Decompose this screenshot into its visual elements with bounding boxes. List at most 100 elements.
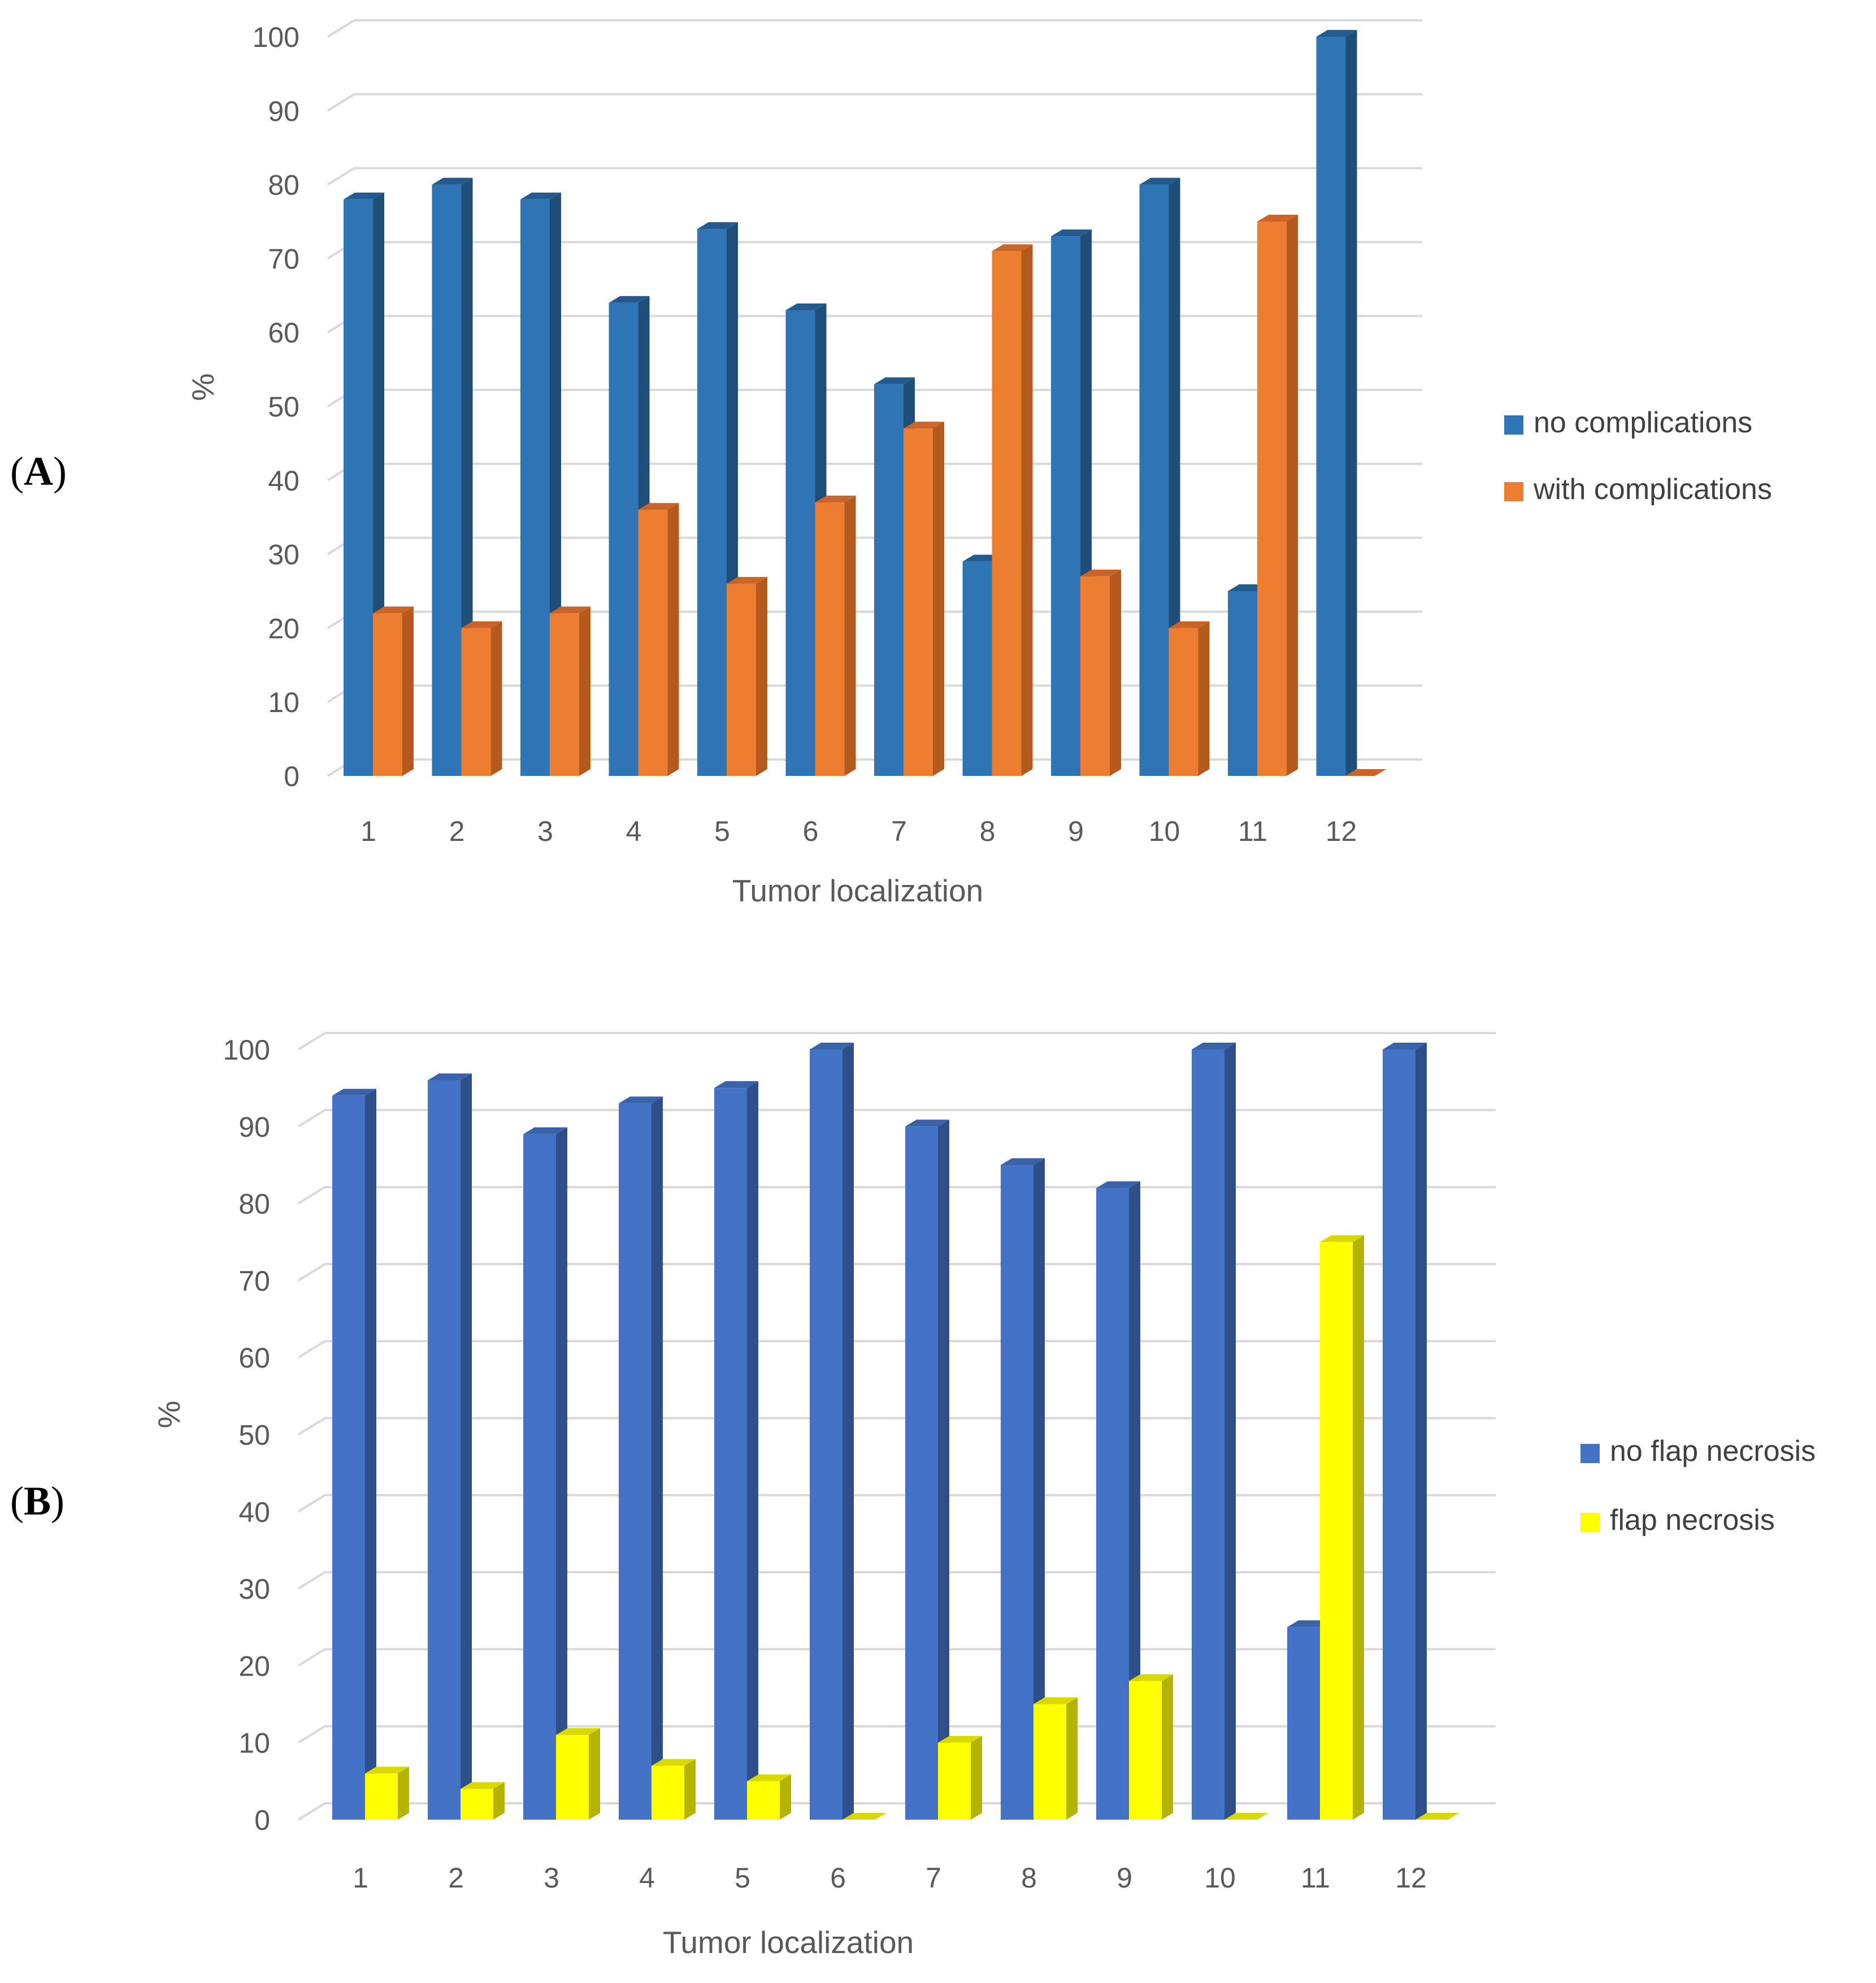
- chart-a-bar-top: [785, 303, 827, 310]
- chart-a-bar-series2-cat-11: [1257, 215, 1298, 776]
- chart-a-y-tick-label: 80: [268, 170, 299, 201]
- chart-b-bar-series2-cat-6: [843, 1813, 887, 1820]
- chart-b-bar-top: [556, 1728, 600, 1735]
- chart-a-bar-side: [1287, 215, 1298, 776]
- chart-b-bar-series1-cat-10: [1192, 1043, 1236, 1820]
- chart-a-bar-front: [962, 561, 992, 776]
- chart-b-bar-front: [1192, 1049, 1224, 1820]
- chart-a-x-tick-label: 4: [626, 815, 642, 847]
- chart-a-bar-side: [1345, 30, 1357, 776]
- chart-b-bar-side: [843, 1043, 854, 1820]
- chart-b-gridline: [297, 1109, 1496, 1128]
- chart-a-bar-front: [1257, 222, 1287, 776]
- chart-a-bar-side: [667, 503, 679, 776]
- chart-b-bar-top: [1224, 1813, 1269, 1820]
- chart-a-gridline: [327, 167, 1422, 186]
- chart-b-y-tick-label: 90: [238, 1111, 270, 1143]
- panel-label-a: (A): [10, 449, 67, 494]
- chart-b-bar-top: [619, 1096, 663, 1104]
- chart-a-y-axis-title: %: [185, 374, 220, 401]
- panel-label-b: (B): [10, 1478, 64, 1524]
- chart-a-bar-front: [550, 613, 579, 776]
- chart-a-x-axis-title: Tumor localization: [732, 873, 983, 908]
- chart-b-bar-front: [461, 1789, 493, 1820]
- chart-b-x-tick-label: 10: [1204, 1862, 1236, 1894]
- chart-b-x-tick-label: 12: [1395, 1862, 1427, 1894]
- chart-b-bar-series1-cat-8: [1001, 1158, 1045, 1820]
- chart-b-bar-top: [461, 1782, 505, 1789]
- chart-b-bar-top: [747, 1774, 791, 1781]
- chart-b-x-tick-label: 3: [544, 1862, 559, 1894]
- chart-b-x-tick-labels: 1 2 3 4 5 6 7 8 9 10 11 12: [353, 1862, 1427, 1894]
- chart-a-bar-top: [1169, 621, 1210, 628]
- chart-b-y-axis-title: %: [151, 1401, 186, 1429]
- chart-b-y-tick-label: 60: [238, 1342, 270, 1374]
- chart-a-bar-top: [609, 296, 650, 303]
- chart-a-bar-top: [1051, 229, 1092, 237]
- chart-a-bar-series2-cat-2: [461, 621, 502, 776]
- chart-a-bar-top: [638, 503, 679, 510]
- chart-b-bar-side: [1224, 1043, 1236, 1820]
- chart-a-legend-swatch: [1504, 415, 1523, 435]
- chart-a-bar-front: [815, 502, 845, 776]
- chart-b-bar-front: [1096, 1188, 1129, 1820]
- chart-b-bar-top: [938, 1735, 982, 1743]
- chart-b-bar-side: [556, 1127, 567, 1820]
- chart-b-x-tick-label: 8: [1021, 1862, 1037, 1894]
- chart-b-bar-side: [652, 1096, 663, 1820]
- chart-b-bar-top: [1320, 1235, 1364, 1242]
- chart-a-bar-front: [785, 310, 815, 776]
- chart-a-bar-front: [1316, 37, 1346, 776]
- chart-a-bar-series2-cat-7: [904, 422, 944, 776]
- chart-b-bar-side: [589, 1728, 600, 1820]
- chart-a-bar-front: [609, 302, 639, 776]
- chart-b-bar-series2-cat-11: [1320, 1235, 1364, 1820]
- chart-b-bar-side: [1033, 1158, 1045, 1820]
- chart-a-bar-top: [904, 422, 944, 429]
- chart-a-y-tick-label: 20: [268, 613, 299, 644]
- chart-a-bar-side: [1198, 621, 1210, 776]
- chart-a-bar-series2-cat-3: [550, 606, 590, 776]
- chart-a-y-tick-label: 100: [253, 21, 299, 53]
- chart-a-x-tick-label: 8: [980, 815, 996, 847]
- chart-b-gridline: [297, 1186, 1496, 1205]
- chart-b-bar-front: [428, 1080, 461, 1820]
- chart-b-bar-front: [810, 1049, 843, 1820]
- chart-a-bar-series2-cat-10: [1169, 621, 1210, 776]
- chart-b-gridline: [297, 1417, 1496, 1436]
- chart-b-bar-top: [1096, 1181, 1140, 1188]
- chart-a-y-tick-label: 0: [284, 761, 299, 792]
- chart-a-bar-top: [992, 244, 1033, 251]
- chart-b-bar-side: [461, 1073, 472, 1820]
- chart-a-bar-side: [1021, 244, 1033, 776]
- chart-b-bar-top: [1383, 1043, 1427, 1049]
- chart-a-bar-side: [933, 422, 944, 776]
- chart-b-bar-front: [652, 1765, 684, 1820]
- chart-b-bar-series1-cat-4: [619, 1096, 663, 1820]
- chart-a-bar-front: [904, 428, 933, 776]
- chart-b-bar-front: [747, 1781, 780, 1820]
- chart-b-x-tick-label: 11: [1301, 1862, 1330, 1894]
- chart-a-x-tick-label: 1: [361, 815, 376, 847]
- chart-b-bar-front: [1320, 1242, 1353, 1820]
- chart-b-bar-top: [523, 1127, 567, 1134]
- chart-a-bar-series2-cat-5: [727, 576, 767, 776]
- chart-b-y-tick-label: 100: [223, 1034, 270, 1066]
- chart-b-bar-front: [938, 1742, 971, 1820]
- chart-a-y-tick-label: 50: [268, 391, 299, 423]
- chart-b-bar-top: [714, 1081, 758, 1088]
- chart-b-bar-side: [1162, 1674, 1173, 1820]
- chart-b-bar-series2-cat-8: [1033, 1697, 1078, 1820]
- chart-b-bar-series1-cat-12: [1383, 1043, 1427, 1820]
- chart-b-bar-side: [684, 1759, 696, 1820]
- chart-b-y-tick-label: 80: [238, 1188, 270, 1220]
- chart-b-y-tick-labels: 0 10 20 30 40 50 60 70 80 90 100: [223, 1034, 270, 1836]
- chart-b-x-tick-label: 9: [1117, 1862, 1132, 1894]
- chart-b-bar-top: [1033, 1697, 1078, 1704]
- chart-a-bar-series2-cat-12: [1345, 769, 1387, 776]
- chart-a-x-tick-label: 11: [1238, 815, 1267, 847]
- chart-b-bar-top: [428, 1073, 472, 1081]
